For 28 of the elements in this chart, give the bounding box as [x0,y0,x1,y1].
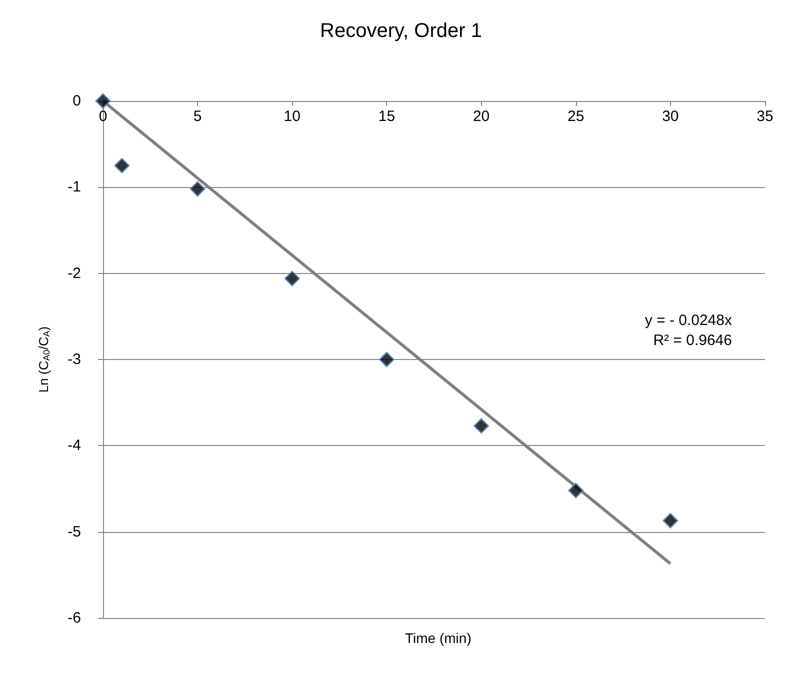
point [662,512,678,528]
point [474,418,490,434]
x-tick-label: 0 [98,108,108,125]
x-tick-label: 25 [568,108,584,125]
chart-title: Recovery, Order 1 [320,20,482,42]
point [190,181,206,197]
y-tick-label: -1 [68,178,81,196]
y-tick-label: -3 [68,351,81,368]
y-tick-label: 0 [72,92,81,110]
annotation: R² = 0.9646 [653,332,732,349]
x-tick-label: 35 [756,108,774,125]
y-tick-label: -2 [68,264,81,282]
x-axis-title: Time (min) [405,630,472,646]
x-tick-label: 5 [193,108,202,125]
y-tick-label: -5 [68,523,81,540]
y-tick-label: -6 [68,610,81,626]
point [378,352,394,368]
x-tick-label: 10 [284,108,300,125]
y-axis-title: Ln (CA0/CA) [36,326,52,393]
point [284,270,300,286]
x-tick-label: 15 [378,108,396,125]
y-tick-label: -4 [68,437,81,454]
annotation: y = - 0.0248x [644,312,732,329]
point [95,93,111,109]
x-tick-label: 20 [472,108,490,125]
point [568,482,584,498]
point [114,158,130,174]
x-tick-label: 30 [662,108,679,125]
